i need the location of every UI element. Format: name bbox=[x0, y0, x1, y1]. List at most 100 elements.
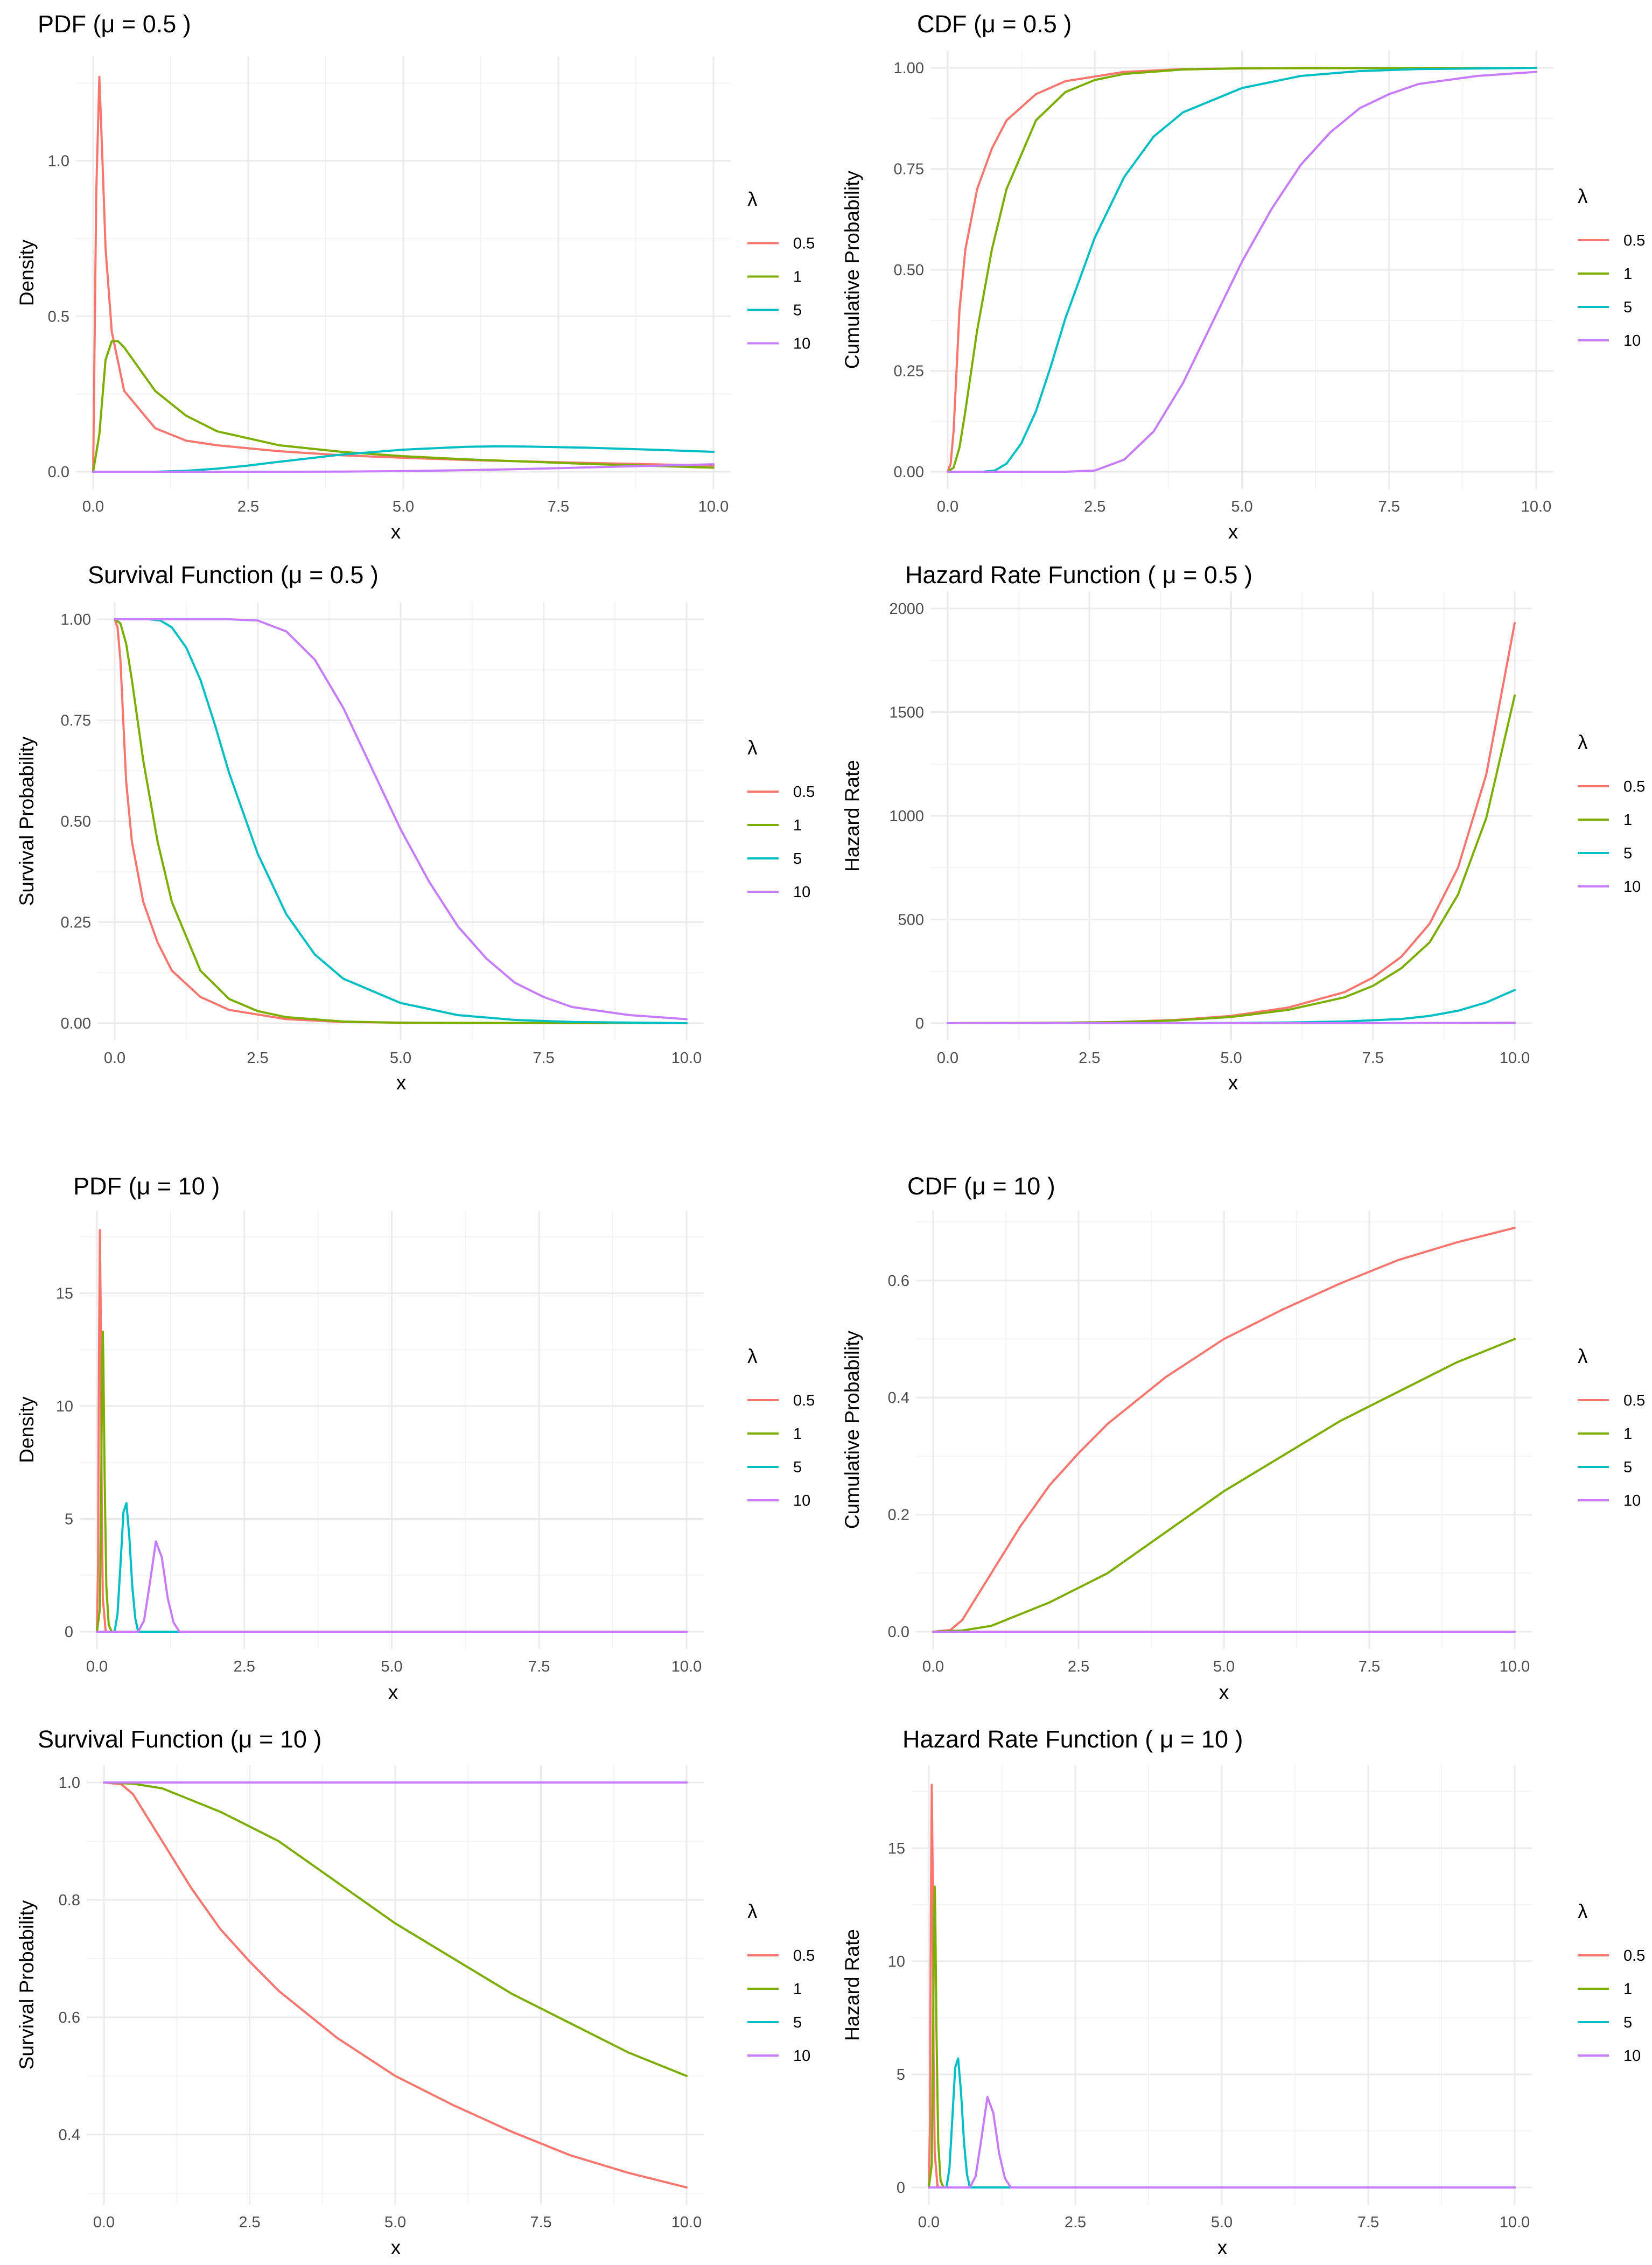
series-line-lambda-10 bbox=[96, 1540, 688, 1633]
y-tick-label: 10 bbox=[888, 1953, 905, 1970]
legend-label: 10 bbox=[793, 335, 810, 353]
y-tick-label: 0.0 bbox=[48, 464, 69, 481]
legend-label: 0.5 bbox=[1623, 778, 1645, 795]
y-tick-label: 0.00 bbox=[61, 1015, 91, 1032]
x-tick-label: 10.0 bbox=[1521, 498, 1551, 515]
legend: λ 0.5 1 5 10 bbox=[1578, 1345, 1645, 1509]
legend-label: 1 bbox=[793, 269, 802, 286]
x-tick-label: 10.0 bbox=[1500, 1658, 1530, 1675]
y-tick-label: 0 bbox=[65, 1624, 73, 1641]
x-tick-label: 7.5 bbox=[530, 2214, 551, 2231]
legend-label: 10 bbox=[793, 884, 810, 901]
x-tick-label: 10.0 bbox=[698, 498, 729, 515]
legend-label: 0.5 bbox=[1623, 1392, 1645, 1409]
y-tick-label: 0.4 bbox=[888, 1389, 909, 1407]
y-tick-label: 0.6 bbox=[59, 2009, 80, 2026]
x-axis-label: x bbox=[1217, 2236, 1228, 2259]
legend-title: λ bbox=[1578, 1900, 1588, 1923]
panel-title: PDF (μ = 0.5 ) bbox=[38, 10, 191, 38]
y-axis-label: Cumulative Probability bbox=[841, 1330, 863, 1529]
legend: λ 0.5 1 5 10 bbox=[747, 1345, 815, 1509]
x-tick-label: 7.5 bbox=[533, 1050, 554, 1067]
y-tick-label: 0.5 bbox=[48, 308, 69, 325]
x-tick-label: 0.0 bbox=[937, 498, 958, 515]
x-tick-label: 5.0 bbox=[1213, 1658, 1235, 1675]
legend-label: 10 bbox=[1623, 2047, 1641, 2065]
x-tick-label: 0.0 bbox=[93, 2214, 115, 2231]
legend: λ 0.5 1 5 10 bbox=[747, 737, 815, 901]
series-line-lambda-10 bbox=[92, 463, 715, 473]
y-tick-label: 1.0 bbox=[48, 153, 69, 170]
panel-title: CDF (μ = 10 ) bbox=[907, 1172, 1055, 1200]
panel-title: PDF (μ = 10 ) bbox=[73, 1172, 220, 1200]
legend-label: 0.5 bbox=[1623, 1947, 1645, 1965]
legend-label: 0.5 bbox=[1623, 232, 1645, 249]
legend-label: 5 bbox=[793, 302, 802, 319]
y-axis-label: Survival Probability bbox=[16, 1900, 38, 2070]
x-tick-label: 0.0 bbox=[937, 1050, 958, 1067]
panel-title: Survival Function (μ = 0.5 ) bbox=[88, 561, 379, 589]
legend-label: 5 bbox=[793, 2014, 802, 2031]
series-line-lambda-5 bbox=[947, 67, 1537, 473]
legend-label: 10 bbox=[1623, 1492, 1641, 1509]
x-tick-label: 10.0 bbox=[1500, 2214, 1530, 2231]
series-line-lambda-0.5 bbox=[932, 1227, 1516, 1633]
x-tick-label: 0.0 bbox=[86, 1658, 108, 1675]
legend-title: λ bbox=[1578, 185, 1588, 207]
y-tick-label: 0.25 bbox=[61, 914, 91, 932]
legend-label: 1 bbox=[1623, 812, 1632, 829]
y-tick-label: 1.0 bbox=[59, 1774, 80, 1792]
legend-title: λ bbox=[747, 737, 758, 759]
panel-2: 0.0 2.5 5.0 7.5 10.0 0.00 0.25 0.50 0.75 1.00 CDF … bbox=[841, 10, 1645, 543]
x-tick-label: 7.5 bbox=[1357, 2214, 1379, 2231]
series-line-lambda-0.5 bbox=[96, 1229, 688, 1633]
legend-label: 0.5 bbox=[793, 784, 815, 801]
panel-title: Hazard Rate Function ( μ = 0.5 ) bbox=[905, 561, 1252, 589]
y-tick-label: 15 bbox=[888, 1840, 905, 1857]
x-axis-label: x bbox=[1219, 1681, 1229, 1703]
series-line-lambda-5 bbox=[114, 618, 688, 1024]
legend-label: 1 bbox=[793, 1981, 802, 1998]
y-axis-label: Hazard Rate bbox=[841, 1929, 863, 2041]
legend-label: 1 bbox=[1623, 1981, 1632, 1998]
x-tick-label: 2.5 bbox=[1065, 2214, 1086, 2231]
series-line-lambda-1 bbox=[96, 1330, 688, 1633]
x-tick-label: 7.5 bbox=[548, 498, 569, 515]
x-tick-label: 5.0 bbox=[1231, 498, 1252, 515]
x-tick-label: 7.5 bbox=[1378, 498, 1400, 515]
legend-label: 10 bbox=[793, 1492, 810, 1509]
legend-label: 1 bbox=[1623, 1425, 1632, 1443]
x-axis-label: x bbox=[391, 521, 401, 543]
legend-title: λ bbox=[747, 188, 758, 211]
legend-title: λ bbox=[1578, 731, 1588, 753]
y-tick-label: 5 bbox=[65, 1511, 73, 1528]
x-tick-label: 10.0 bbox=[1500, 1050, 1530, 1067]
y-tick-label: 0.4 bbox=[59, 2127, 80, 2144]
y-tick-label: 0.8 bbox=[59, 1892, 80, 1909]
x-tick-label: 10.0 bbox=[671, 1658, 702, 1675]
panel-7: 0.0 2.5 5.0 7.5 10.0 0.4 0.6 0.8 1.0 Survival Fun… bbox=[16, 1725, 815, 2259]
legend-label: 5 bbox=[1623, 299, 1632, 316]
x-tick-label: 0.0 bbox=[922, 1658, 944, 1675]
y-tick-label: 0.50 bbox=[61, 813, 91, 830]
legend: λ 0.5 1 5 10 bbox=[747, 188, 815, 353]
legend-title: λ bbox=[747, 1345, 758, 1367]
x-tick-label: 0.0 bbox=[82, 498, 104, 515]
panel-title: Survival Function (μ = 10 ) bbox=[38, 1725, 321, 1753]
legend-label: 0.5 bbox=[793, 235, 815, 253]
y-tick-label: 0.50 bbox=[894, 262, 924, 279]
y-tick-label: 1.00 bbox=[894, 60, 924, 77]
legend-label: 1 bbox=[793, 817, 802, 834]
panel-3: 0.0 2.5 5.0 7.5 10.0 0.00 0.25 0.50 0.75 1.00 Surv… bbox=[16, 561, 815, 1094]
x-tick-label: 2.5 bbox=[239, 2214, 260, 2231]
legend-label: 10 bbox=[1623, 878, 1641, 896]
x-tick-label: 2.5 bbox=[1084, 498, 1105, 515]
x-tick-label: 7.5 bbox=[1362, 1050, 1384, 1067]
y-tick-label: 0.75 bbox=[894, 161, 924, 178]
y-axis-label: Survival Probability bbox=[16, 736, 38, 906]
y-tick-label: 0.2 bbox=[888, 1507, 909, 1524]
series-line-lambda-0.5 bbox=[92, 75, 715, 473]
y-axis-label: Cumulative Probability bbox=[841, 170, 863, 369]
x-tick-label: 2.5 bbox=[1079, 1050, 1100, 1067]
